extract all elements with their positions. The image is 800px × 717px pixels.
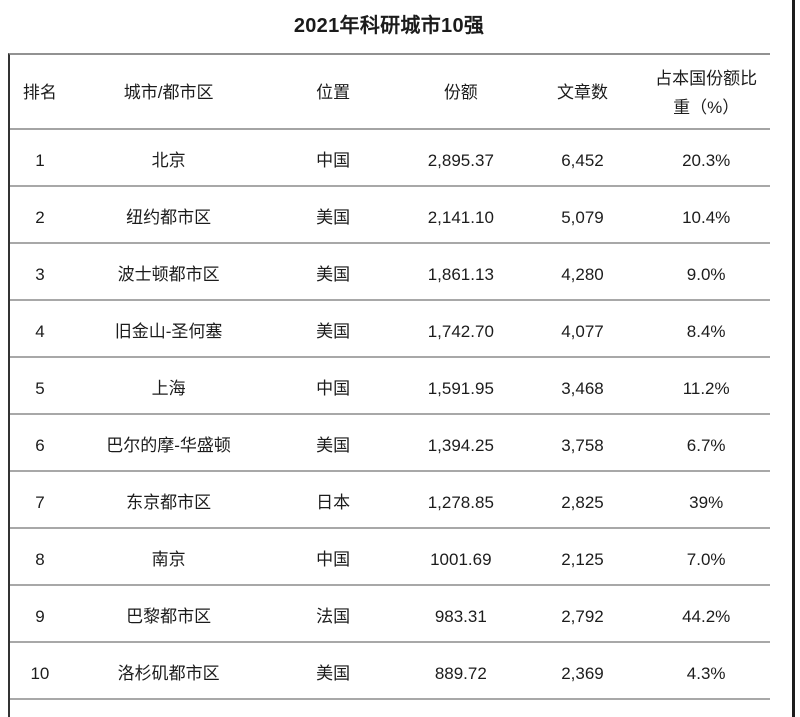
cell-rank: 2	[35, 207, 45, 227]
cell-pct: 39%	[689, 492, 724, 512]
cell-location: 中国	[316, 150, 351, 170]
cell-city: 波士顿都市区	[117, 264, 220, 284]
cell-articles: 3,468	[561, 378, 604, 398]
header-national-share-pct: 占本国份额比重（%）	[642, 55, 770, 128]
header-location: 位置	[316, 83, 351, 103]
cell-location: 美国	[316, 663, 351, 683]
cell-location: 美国	[316, 264, 351, 284]
header-share: 份额	[443, 83, 478, 103]
cell-rank: 7	[35, 492, 45, 512]
cell-rank: 1	[35, 150, 45, 170]
cell-share: 2,141.10	[427, 207, 494, 227]
table-row: 5 上海 中国 1,591.95 3,468 11.2%	[10, 358, 770, 415]
cell-share: 1,278.85	[427, 492, 494, 512]
table-row: 1 北京 中国 2,895.37 6,452 20.3%	[10, 130, 770, 187]
cell-location: 美国	[316, 321, 351, 341]
cell-articles: 2,792	[561, 606, 604, 626]
cell-location: 美国	[316, 435, 351, 455]
cell-location: 中国	[316, 378, 351, 398]
cell-pct: 9.0%	[686, 264, 726, 284]
cell-city: 南京	[151, 549, 186, 569]
cell-articles: 6,452	[561, 150, 604, 170]
cell-pct: 20.3%	[682, 150, 731, 170]
cell-location: 日本	[316, 492, 351, 512]
table-row: 3 波士顿都市区 美国 1,861.13 4,280 9.0%	[10, 244, 770, 301]
cell-pct: 7.0%	[686, 549, 726, 569]
cell-city: 纽约都市区	[126, 207, 212, 227]
table-row: 6 巴尔的摩-华盛顿 美国 1,394.25 3,758 6.7%	[10, 415, 770, 472]
table-row: 4 旧金山-圣何塞 美国 1,742.70 4,077 8.4%	[10, 301, 770, 358]
cell-rank: 5	[35, 378, 45, 398]
table-row-partial	[10, 700, 770, 715]
cell-share: 983.31	[434, 606, 487, 626]
cell-rank: 9	[35, 606, 45, 626]
header-city: 城市/都市区	[123, 83, 214, 103]
table-row: 2 纽约都市区 美国 2,141.10 5,079 10.4%	[10, 187, 770, 244]
cell-rank: 3	[35, 264, 45, 284]
cell-rank: 4	[35, 321, 45, 341]
page-title: 2021年科研城市10强	[293, 15, 485, 37]
cell-share: 1,742.70	[427, 321, 494, 341]
cell-pct: 11.2%	[682, 378, 730, 398]
cell-pct: 10.4%	[682, 207, 731, 227]
cell-city: 上海	[151, 378, 186, 398]
research-cities-table: 排名 城市/都市区 位置 份额 文章数 占本国份额比重（%） 1 北京 中国 2…	[8, 53, 770, 717]
cell-location: 美国	[316, 207, 351, 227]
cell-city: 旧金山-圣何塞	[114, 321, 223, 341]
cell-pct: 4.3%	[686, 663, 726, 683]
cell-articles: 5,079	[561, 207, 604, 227]
cell-city: 巴黎都市区	[126, 606, 212, 626]
cell-articles: 3,758	[561, 435, 604, 455]
cell-pct: 8.4%	[686, 321, 726, 341]
cell-location: 中国	[316, 549, 351, 569]
cell-rank: 6	[35, 435, 45, 455]
cell-articles: 4,280	[561, 264, 604, 284]
table-row: 10 洛杉矶都市区 美国 889.72 2,369 4.3%	[10, 643, 770, 700]
cell-city: 北京	[151, 150, 186, 170]
cell-share: 1,394.25	[427, 435, 494, 455]
image-right-edge-line	[792, 0, 795, 717]
cell-city: 巴尔的摩-华盛顿	[106, 435, 231, 455]
table-row: 8 南京 中国 1001.69 2,125 7.0%	[10, 529, 770, 586]
cell-share: 1,591.95	[427, 378, 494, 398]
cell-rank: 10	[30, 663, 50, 683]
cell-pct: 6.7%	[686, 435, 726, 455]
cell-share: 889.72	[434, 663, 487, 683]
cell-city: 洛杉矶都市区	[117, 663, 220, 683]
cell-articles: 4,077	[561, 321, 604, 341]
header-national-share-pct-label: 占本国份额比重（%）	[655, 68, 758, 117]
cell-city: 东京都市区	[126, 492, 212, 512]
header-rank: 排名	[22, 83, 57, 103]
cell-articles: 2,369	[561, 663, 604, 683]
table-row: 7 东京都市区 日本 1,278.85 2,825 39%	[10, 472, 770, 529]
cell-share: 1001.69	[430, 549, 492, 569]
cell-rank: 8	[35, 549, 45, 569]
header-articles: 文章数	[557, 83, 608, 103]
cell-share: 1,861.13	[427, 264, 494, 284]
cell-articles: 2,125	[561, 549, 604, 569]
table-row: 9 巴黎都市区 法国 983.31 2,792 44.2%	[10, 586, 770, 643]
table-header-row: 排名 城市/都市区 位置 份额 文章数 占本国份额比重（%）	[10, 55, 770, 130]
cell-share: 2,895.37	[427, 150, 494, 170]
cell-articles: 2,825	[561, 492, 604, 512]
cell-pct: 44.2%	[682, 606, 731, 626]
cell-location: 法国	[316, 606, 351, 626]
